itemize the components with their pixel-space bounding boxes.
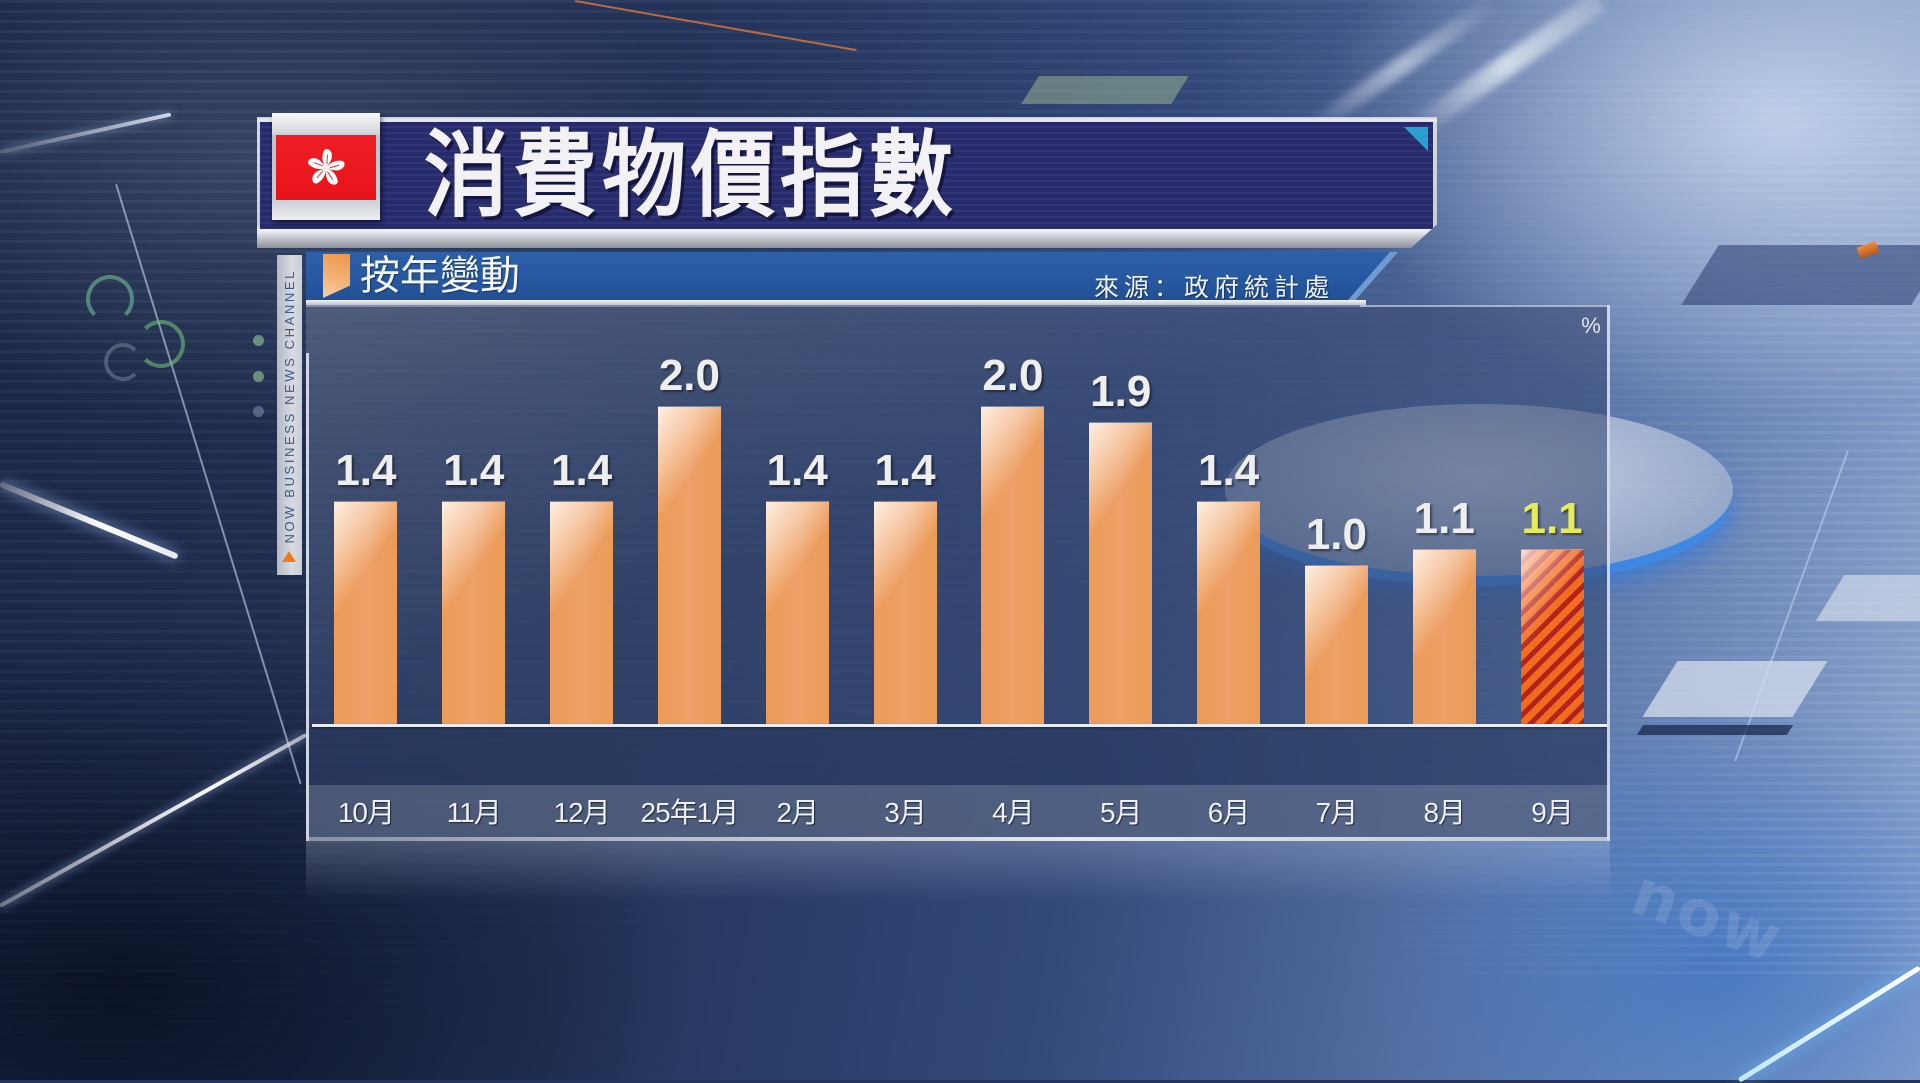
value-label-highlight: 1.1	[1521, 493, 1583, 543]
x-axis-labels: 10月 11月 12月 25年1月 2月 3月 4月 5月 6月 7月 8月 9月	[312, 785, 1606, 837]
bar-column: 1.1	[1498, 327, 1606, 725]
green-ring	[137, 320, 185, 368]
chart-panel: % 1.4 1.4 1.4 2.0 1.4 1.4 2.0 1.9 1.4 1.0 1.1 1.1 1…	[306, 305, 1610, 841]
x-axis-label: 11月	[446, 797, 502, 828]
gray-ring	[104, 343, 142, 381]
value-label: 1.4	[335, 446, 397, 496]
bar	[442, 502, 506, 725]
value-label: 1.4	[874, 446, 936, 496]
bar	[334, 502, 398, 725]
bar-column: 1.4	[420, 327, 528, 725]
x-axis-label: 3月	[884, 797, 927, 828]
gray-dot	[253, 406, 264, 417]
bar-column: 1.0	[1283, 327, 1391, 725]
bar	[550, 502, 614, 725]
panel-border-top	[1360, 305, 1610, 307]
x-axis-label: 6月	[1207, 797, 1251, 828]
axis-label-band	[309, 785, 1610, 837]
green-dot	[253, 371, 264, 382]
x-axis-label: 10月	[337, 797, 395, 828]
background-tile	[1681, 245, 1920, 305]
bar	[1304, 565, 1368, 725]
bar	[765, 502, 829, 725]
bar-column: 1.4	[528, 327, 636, 725]
bar-column: 1.1	[1390, 327, 1498, 725]
panel-border-bottom	[306, 837, 1610, 841]
x-axis-label: 9月	[1531, 797, 1574, 828]
bar-column: 2.0	[959, 327, 1067, 725]
value-label: 1.9	[1090, 366, 1152, 416]
panel-border-right	[1607, 305, 1610, 841]
x-axis-label: 12月	[553, 797, 611, 828]
green-dot	[253, 335, 264, 346]
value-label: 1.4	[766, 446, 828, 496]
subtitle-underline	[306, 300, 1366, 307]
panel-reflection	[306, 841, 1610, 901]
x-axis-label: 25年1月	[640, 797, 740, 828]
bar-highlight	[1520, 549, 1584, 725]
title-bar-fill	[260, 122, 1433, 229]
bar-column: 2.0	[636, 327, 744, 725]
bar-plot-area: 1.4 1.4 1.4 2.0 1.4 1.4 2.0 1.9 1.4 1.0 1.1 1.1	[312, 327, 1606, 725]
bar-column: 1.4	[312, 327, 420, 725]
bar	[873, 502, 937, 725]
chart-subtitle: 按年變動	[360, 253, 520, 299]
bar-column: 1.4	[1175, 327, 1283, 725]
x-axis-line	[312, 724, 1608, 727]
unit-label: %	[1581, 313, 1601, 338]
bar	[1089, 422, 1153, 725]
green-ring	[86, 275, 134, 323]
bar	[1197, 502, 1261, 725]
bar-column: 1.9	[1067, 327, 1175, 725]
panel-border-left	[306, 353, 309, 841]
value-label: 1.4	[443, 446, 505, 496]
value-label: 2.0	[658, 350, 720, 400]
bar-column: 1.4	[851, 327, 959, 725]
x-axis-label: 8月	[1423, 797, 1466, 828]
flag-frame	[272, 113, 380, 220]
value-label: 1.4	[550, 446, 613, 496]
corner-triangle-icon	[1404, 127, 1428, 151]
page-title: 消費物價指數	[424, 120, 959, 230]
hong-kong-flag-icon	[276, 135, 376, 200]
title-bar	[257, 117, 1437, 248]
background-tile	[1636, 725, 1794, 735]
background-tile	[1021, 76, 1189, 104]
bar	[1412, 549, 1476, 725]
bar	[657, 406, 721, 725]
value-label: 1.0	[1305, 509, 1367, 559]
value-label: 1.4	[1197, 446, 1260, 496]
subtitle-bar	[306, 252, 1390, 300]
channel-strip: NOW BUSINESS NEWS CHANNEL	[277, 255, 302, 575]
orange-triangle-icon	[282, 551, 296, 562]
x-axis-label: 2月	[776, 797, 819, 828]
x-axis-label: 4月	[992, 797, 1035, 828]
value-label: 2.0	[982, 350, 1044, 400]
bar-column: 1.4	[743, 327, 851, 725]
axis-band	[309, 727, 1610, 785]
bauhinia-icon	[308, 148, 345, 185]
x-axis-label: 5月	[1099, 797, 1143, 828]
bar	[981, 406, 1045, 725]
value-label: 1.1	[1413, 493, 1475, 543]
channel-name: NOW BUSINESS NEWS CHANNEL	[282, 268, 297, 543]
data-source: 來源：政府統計處	[1094, 273, 1335, 302]
x-axis-label: 7月	[1315, 797, 1359, 828]
